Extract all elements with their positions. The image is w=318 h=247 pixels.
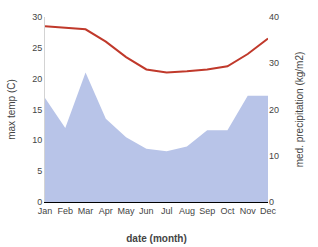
svg-text:date (month): date (month) bbox=[126, 233, 187, 244]
svg-text:Jan: Jan bbox=[38, 206, 53, 216]
svg-text:25: 25 bbox=[32, 43, 42, 53]
svg-text:30: 30 bbox=[269, 58, 279, 68]
svg-text:Feb: Feb bbox=[58, 206, 74, 216]
svg-text:30: 30 bbox=[32, 12, 42, 22]
svg-text:0: 0 bbox=[37, 197, 42, 207]
svg-text:Sep: Sep bbox=[199, 206, 215, 216]
svg-text:15: 15 bbox=[32, 105, 42, 115]
svg-text:Nov: Nov bbox=[240, 206, 257, 216]
svg-text:med. precipitation (kg/m2): med. precipitation (kg/m2) bbox=[294, 52, 305, 168]
svg-text:Jun: Jun bbox=[139, 206, 154, 216]
svg-text:0: 0 bbox=[269, 197, 274, 207]
svg-text:Mar: Mar bbox=[78, 206, 94, 216]
svg-text:40: 40 bbox=[269, 12, 279, 22]
svg-text:Apr: Apr bbox=[99, 206, 113, 216]
svg-text:10: 10 bbox=[269, 151, 279, 161]
svg-text:10: 10 bbox=[32, 135, 42, 145]
svg-text:max temp (C): max temp (C) bbox=[6, 79, 17, 140]
svg-text:Oct: Oct bbox=[220, 206, 235, 216]
svg-text:Jul: Jul bbox=[161, 206, 173, 216]
svg-text:May: May bbox=[118, 206, 136, 216]
svg-text:5: 5 bbox=[37, 166, 42, 176]
svg-text:20: 20 bbox=[32, 74, 42, 84]
svg-text:20: 20 bbox=[269, 105, 279, 115]
svg-text:Dec: Dec bbox=[260, 206, 277, 216]
svg-text:Aug: Aug bbox=[179, 206, 195, 216]
